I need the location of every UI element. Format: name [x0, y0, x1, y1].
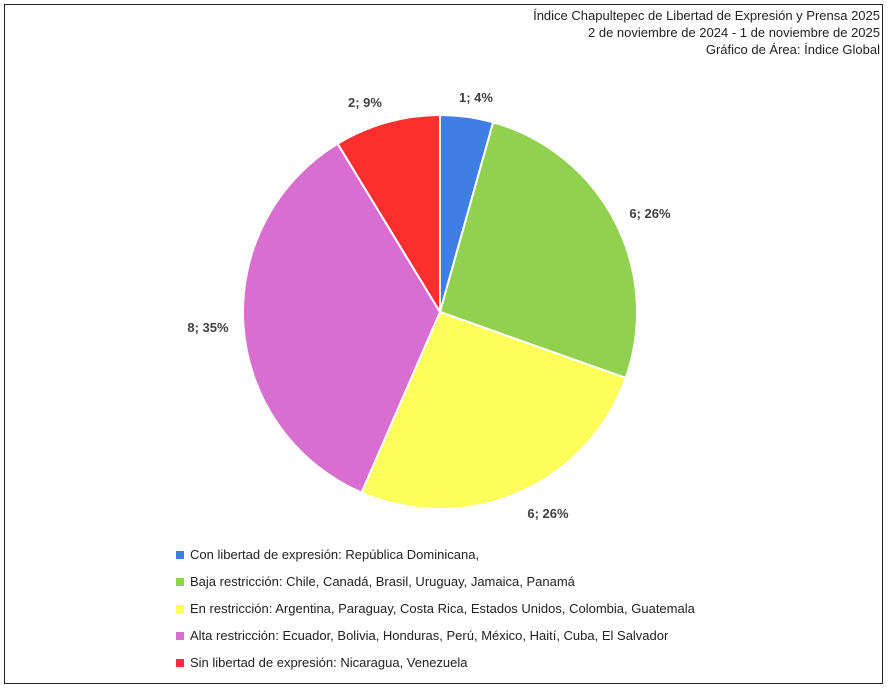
slice-data-label: 8; 35%: [187, 320, 229, 335]
legend-item: Baja restricción: Chile, Canadá, Brasil,…: [176, 568, 695, 595]
legend-item: En restricción: Argentina, Paraguay, Cos…: [176, 595, 695, 622]
pie-slice: [242, 142, 442, 495]
slice-data-label: 6; 26%: [629, 206, 671, 221]
legend-swatch: [176, 631, 184, 640]
pie-slice: [336, 113, 441, 316]
slice-data-label: 6; 26%: [527, 506, 569, 521]
legend-swatch: [176, 604, 184, 613]
slice-data-label: 2; 9%: [348, 95, 382, 110]
pie-slice: [438, 121, 638, 380]
slice-data-label: 1; 4%: [459, 90, 493, 105]
legend-label: Baja restricción: Chile, Canadá, Brasil,…: [190, 574, 575, 589]
chart-subtitle: 2 de noviembre de 2024 - 1 de noviembre …: [588, 25, 880, 40]
legend-item: Alta restricción: Ecuador, Bolivia, Hond…: [176, 622, 695, 649]
legend-swatch: [176, 550, 184, 559]
legend-label: Alta restricción: Ecuador, Bolivia, Hond…: [190, 628, 669, 643]
chart-caption: Gráfico de Área: Índice Global: [705, 42, 880, 57]
legend-swatch: [176, 658, 184, 667]
legend-label: En restricción: Argentina, Paraguay, Cos…: [190, 601, 695, 616]
legend: Con libertad de expresión: República Dom…: [176, 541, 695, 676]
legend-label: Sin libertad de expresión: Nicaragua, Ve…: [190, 655, 468, 670]
legend-label: Con libertad de expresión: República Dom…: [190, 547, 480, 562]
chart-title: Índice Chapultepec de Libertad de Expres…: [533, 8, 880, 23]
chart-title-block: Índice Chapultepec de Libertad de Expres…: [533, 7, 880, 58]
legend-item: Sin libertad de expresión: Nicaragua, Ve…: [176, 649, 695, 676]
pie-slice: [360, 310, 627, 511]
legend-swatch: [176, 577, 184, 586]
legend-item: Con libertad de expresión: República Dom…: [176, 541, 695, 568]
